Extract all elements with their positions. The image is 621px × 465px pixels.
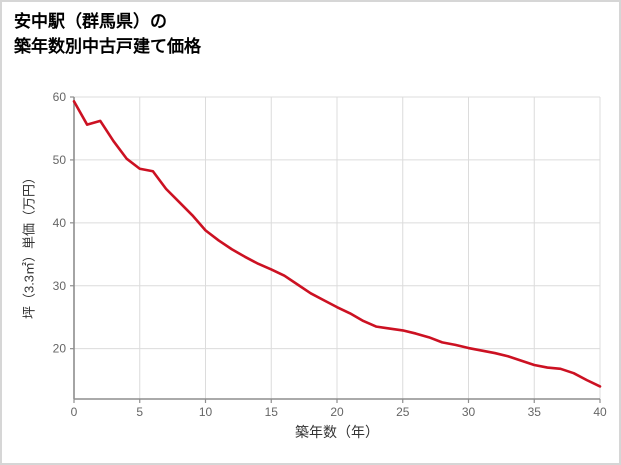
- y-tick-label: 20: [53, 342, 67, 356]
- tick-labels: 20 30 40 50 60 0 5 10 15 20 25 30 35 40: [53, 90, 607, 419]
- x-tick-label: 15: [265, 405, 279, 419]
- y-axis-label: 坪（3.3㎡）単価（万円）: [21, 170, 37, 320]
- x-axis-label: 築年数（年）: [295, 424, 379, 440]
- x-tick-label: 25: [396, 405, 410, 419]
- y-tick-label: 60: [53, 90, 67, 104]
- x-tick-label: 35: [528, 405, 542, 419]
- x-tick-label: 0: [71, 405, 78, 419]
- y-tick-label: 30: [53, 279, 67, 293]
- tick-marks: [70, 96, 601, 403]
- y-tick-label: 40: [53, 216, 67, 230]
- x-tick-label: 5: [136, 405, 143, 419]
- chart-title-line2: 築年数別中古戸建て価格: [14, 36, 201, 56]
- x-tick-label: 20: [330, 405, 344, 419]
- chart-title: 安中駅（群馬県）の 築年数別中古戸建て価格: [14, 10, 201, 59]
- gridlines: [74, 96, 601, 399]
- price-line: [72, 100, 602, 388]
- x-tick-label: 10: [199, 405, 213, 419]
- y-tick-label: 50: [53, 153, 67, 167]
- x-tick-label: 30: [462, 405, 476, 419]
- chart-title-line1: 安中駅（群馬県）の: [14, 12, 167, 31]
- x-tick-label: 40: [593, 405, 607, 419]
